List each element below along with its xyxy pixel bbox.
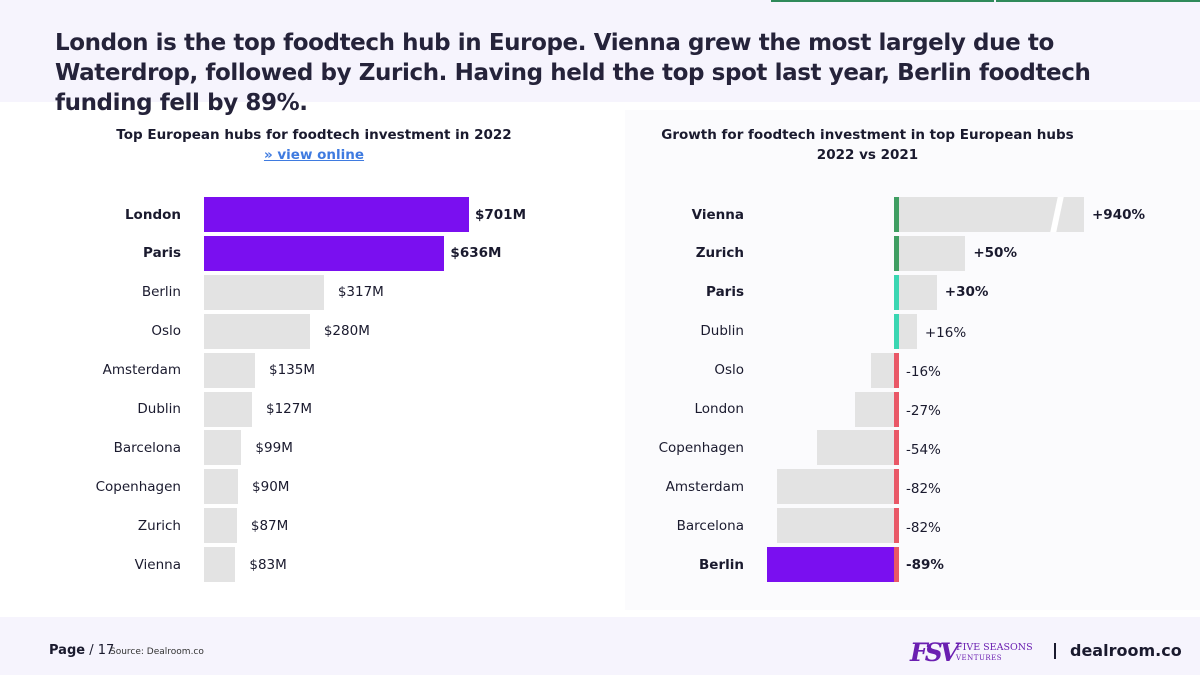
left-value-label: $127M	[266, 401, 313, 417]
left-bar	[204, 469, 239, 505]
left-row-label: Oslo	[151, 323, 181, 340]
right-chart-title-block: Growth for foodtech investment in top Eu…	[640, 125, 1095, 165]
right-bar	[894, 313, 917, 349]
right-value-label: -89%	[906, 556, 944, 573]
right-axis-stub	[894, 430, 899, 466]
left-bar	[204, 391, 252, 427]
right-axis-stub	[894, 469, 899, 505]
left-row-label: Barcelona	[113, 439, 181, 456]
left-value-label: $280M	[323, 323, 370, 340]
right-row-label: Amsterdam	[665, 478, 744, 495]
right-axis-stub	[894, 508, 899, 544]
right-bar	[855, 391, 894, 427]
right-row-label: Dublin	[700, 323, 744, 340]
left-value-label: $99M	[255, 439, 293, 456]
left-row-label: Zurich	[137, 517, 181, 534]
right-value-label: -27%	[906, 403, 941, 419]
left-bar	[204, 235, 445, 271]
right-row-label: Zurich	[695, 245, 744, 262]
left-bar	[204, 313, 310, 349]
fsv-logo-sub: VENTURES	[956, 654, 1003, 662]
left-row-label: Paris	[143, 245, 181, 262]
left-value-label: $90M	[252, 478, 290, 495]
right-value-label: +30%	[944, 284, 989, 301]
left-row-label: Vienna	[134, 556, 181, 573]
right-chart-title: Growth for foodtech investment in top Eu…	[661, 127, 1074, 143]
left-chart-title: Top European hubs for foodtech investmen…	[116, 127, 512, 143]
view-online-link[interactable]: » view online	[263, 147, 365, 163]
right-value-label: -16%	[906, 364, 941, 381]
left-row-label: Dublin	[137, 401, 181, 417]
fsv-logo-mark: FSV	[910, 638, 959, 667]
left-bar	[204, 508, 237, 544]
right-axis-stub	[894, 313, 899, 349]
right-chart-subtitle: 2022 vs 2021	[816, 147, 919, 163]
right-value-label: +50%	[973, 245, 1017, 262]
right-bar	[776, 469, 894, 505]
page-label: Page	[49, 643, 86, 658]
right-value-label: +940%	[1092, 206, 1146, 223]
right-bar	[871, 352, 894, 388]
right-value-label: +16%	[924, 325, 967, 342]
right-axis-stub	[894, 197, 899, 232]
header-band	[0, 0, 1200, 102]
right-row-label: Barcelona	[676, 517, 744, 534]
footer-separator	[1054, 643, 1056, 659]
left-value-label: $701M	[475, 206, 527, 223]
right-axis-stub	[894, 235, 899, 271]
left-bar	[204, 352, 256, 388]
left-bar	[204, 547, 236, 583]
right-value-label: -82%	[906, 480, 941, 497]
left-value-label: $636M	[450, 245, 502, 262]
left-chart-title-block: Top European hubs for foodtech investmen…	[84, 125, 544, 165]
right-bar	[894, 274, 937, 310]
footer-band	[0, 617, 1200, 675]
right-axis-stub	[894, 352, 899, 388]
left-row-label: Copenhagen	[95, 478, 181, 495]
left-value-label: $87M	[250, 517, 289, 534]
right-row-label: Berlin	[699, 556, 744, 573]
left-value-label: $135M	[269, 362, 316, 379]
dealroom-brand: dealroom.co	[1070, 641, 1182, 660]
source-note: Source: Dealroom.co	[110, 647, 204, 657]
left-value-label: $83M	[249, 556, 287, 573]
right-row-label: Vienna	[691, 206, 744, 223]
right-value-label: -82%	[906, 519, 941, 536]
right-chart-panel	[625, 110, 1200, 610]
right-row-label: Copenhagen	[658, 439, 744, 456]
right-row-label: Oslo	[714, 362, 744, 379]
right-row-label: London	[694, 401, 745, 417]
right-bar	[816, 430, 894, 466]
right-axis-stub	[894, 274, 899, 310]
left-row-label: London	[124, 206, 181, 223]
left-value-label: $317M	[337, 284, 384, 301]
right-bar	[894, 235, 966, 271]
left-bar	[204, 197, 469, 232]
right-axis-stub	[894, 547, 899, 583]
right-axis-stub	[894, 391, 899, 427]
fsv-logo-name: FIVE SEASONS	[956, 642, 1033, 653]
right-bar	[776, 508, 894, 544]
left-row-label: Berlin	[141, 284, 181, 301]
right-bar	[767, 547, 894, 583]
page-total: / 17	[89, 643, 115, 658]
headline: London is the top foodtech hub in Europe…	[55, 30, 1091, 116]
right-row-label: Paris	[706, 284, 744, 301]
page-number: Page / 17	[49, 643, 114, 658]
left-bar	[204, 274, 324, 310]
right-value-label: -54%	[906, 441, 941, 458]
left-bar	[204, 430, 242, 466]
left-row-label: Amsterdam	[102, 362, 181, 379]
top-accent-line	[771, 0, 1200, 2]
